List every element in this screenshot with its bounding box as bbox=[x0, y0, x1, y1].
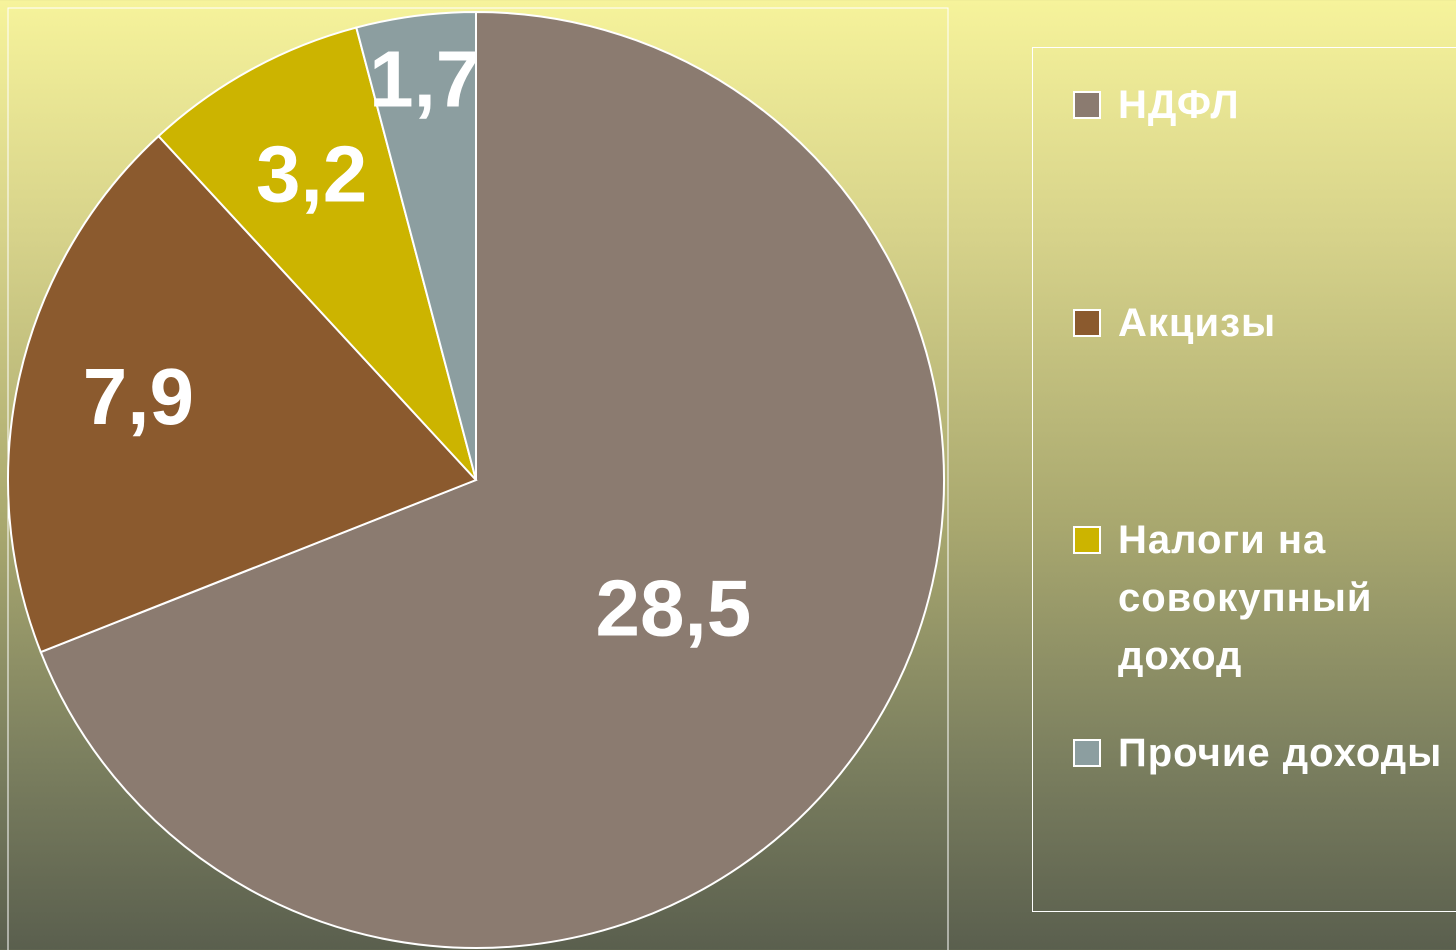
slice-label: 28,5 bbox=[596, 563, 752, 652]
pie-slice bbox=[355, 10, 477, 481]
legend: НДФЛ Акцизы Налоги на совокупный доход Проч… bbox=[1032, 47, 1456, 912]
slice-label: 1,7 bbox=[369, 35, 480, 124]
legend-label: НДФЛ bbox=[1118, 83, 1240, 127]
pie-slice bbox=[39, 10, 945, 949]
legend-swatch bbox=[1073, 526, 1101, 554]
legend-swatch bbox=[1073, 309, 1101, 337]
legend-label: Прочие доходы bbox=[1118, 731, 1443, 775]
slice-label: 3,2 bbox=[256, 130, 367, 219]
pie-slice bbox=[157, 26, 477, 481]
legend-swatch bbox=[1073, 739, 1101, 767]
legend-label: Акцизы bbox=[1118, 301, 1277, 345]
legend-swatch bbox=[1073, 91, 1101, 119]
legend-label: Налоги на совокупный доход bbox=[1118, 518, 1373, 678]
slice-label: 7,9 bbox=[83, 352, 194, 441]
pie-slice bbox=[7, 134, 478, 654]
